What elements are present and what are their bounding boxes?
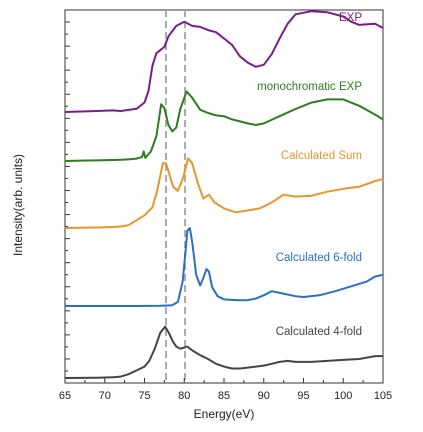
x-tick-label: 80 [178, 390, 190, 402]
x-tick-label: 75 [138, 390, 150, 402]
x-axis-ticks: 65 70 75 80 85 90 95 100 105 [59, 378, 392, 402]
x-axis-label: Energy(eV) [194, 407, 255, 421]
x-tick-label: 105 [374, 390, 392, 402]
x-tick-label: 70 [99, 390, 111, 402]
series-label-2: monochromatic EXP [257, 81, 362, 93]
series-line-3 [64, 157, 384, 229]
series-labels: EXP monochromatic EXP Calculated Sum Calcul… [257, 12, 362, 338]
series-group [64, 10, 384, 379]
series-line-5 [64, 325, 383, 379]
y-axis-label: Intensity(arb. units) [11, 154, 25, 256]
x-tick-label: 95 [297, 390, 309, 402]
series-line-2 [64, 90, 384, 162]
series-label-5: Calculated 4-fold [276, 326, 362, 338]
reference-lines [164, 10, 187, 383]
series-line-1 [64, 10, 384, 113]
x-tick-label: 85 [218, 390, 230, 402]
x-tick-label: 90 [258, 390, 270, 402]
series-label-4: Calculated 6-fold [276, 252, 362, 264]
x-tick-label: 65 [59, 390, 71, 402]
y-axis-ticks [65, 9, 70, 384]
x-tick-label: 100 [334, 390, 352, 402]
series-label-3: Calculated Sum [281, 150, 362, 162]
series-label-1: EXP [339, 12, 362, 24]
series-line-4 [65, 227, 384, 307]
